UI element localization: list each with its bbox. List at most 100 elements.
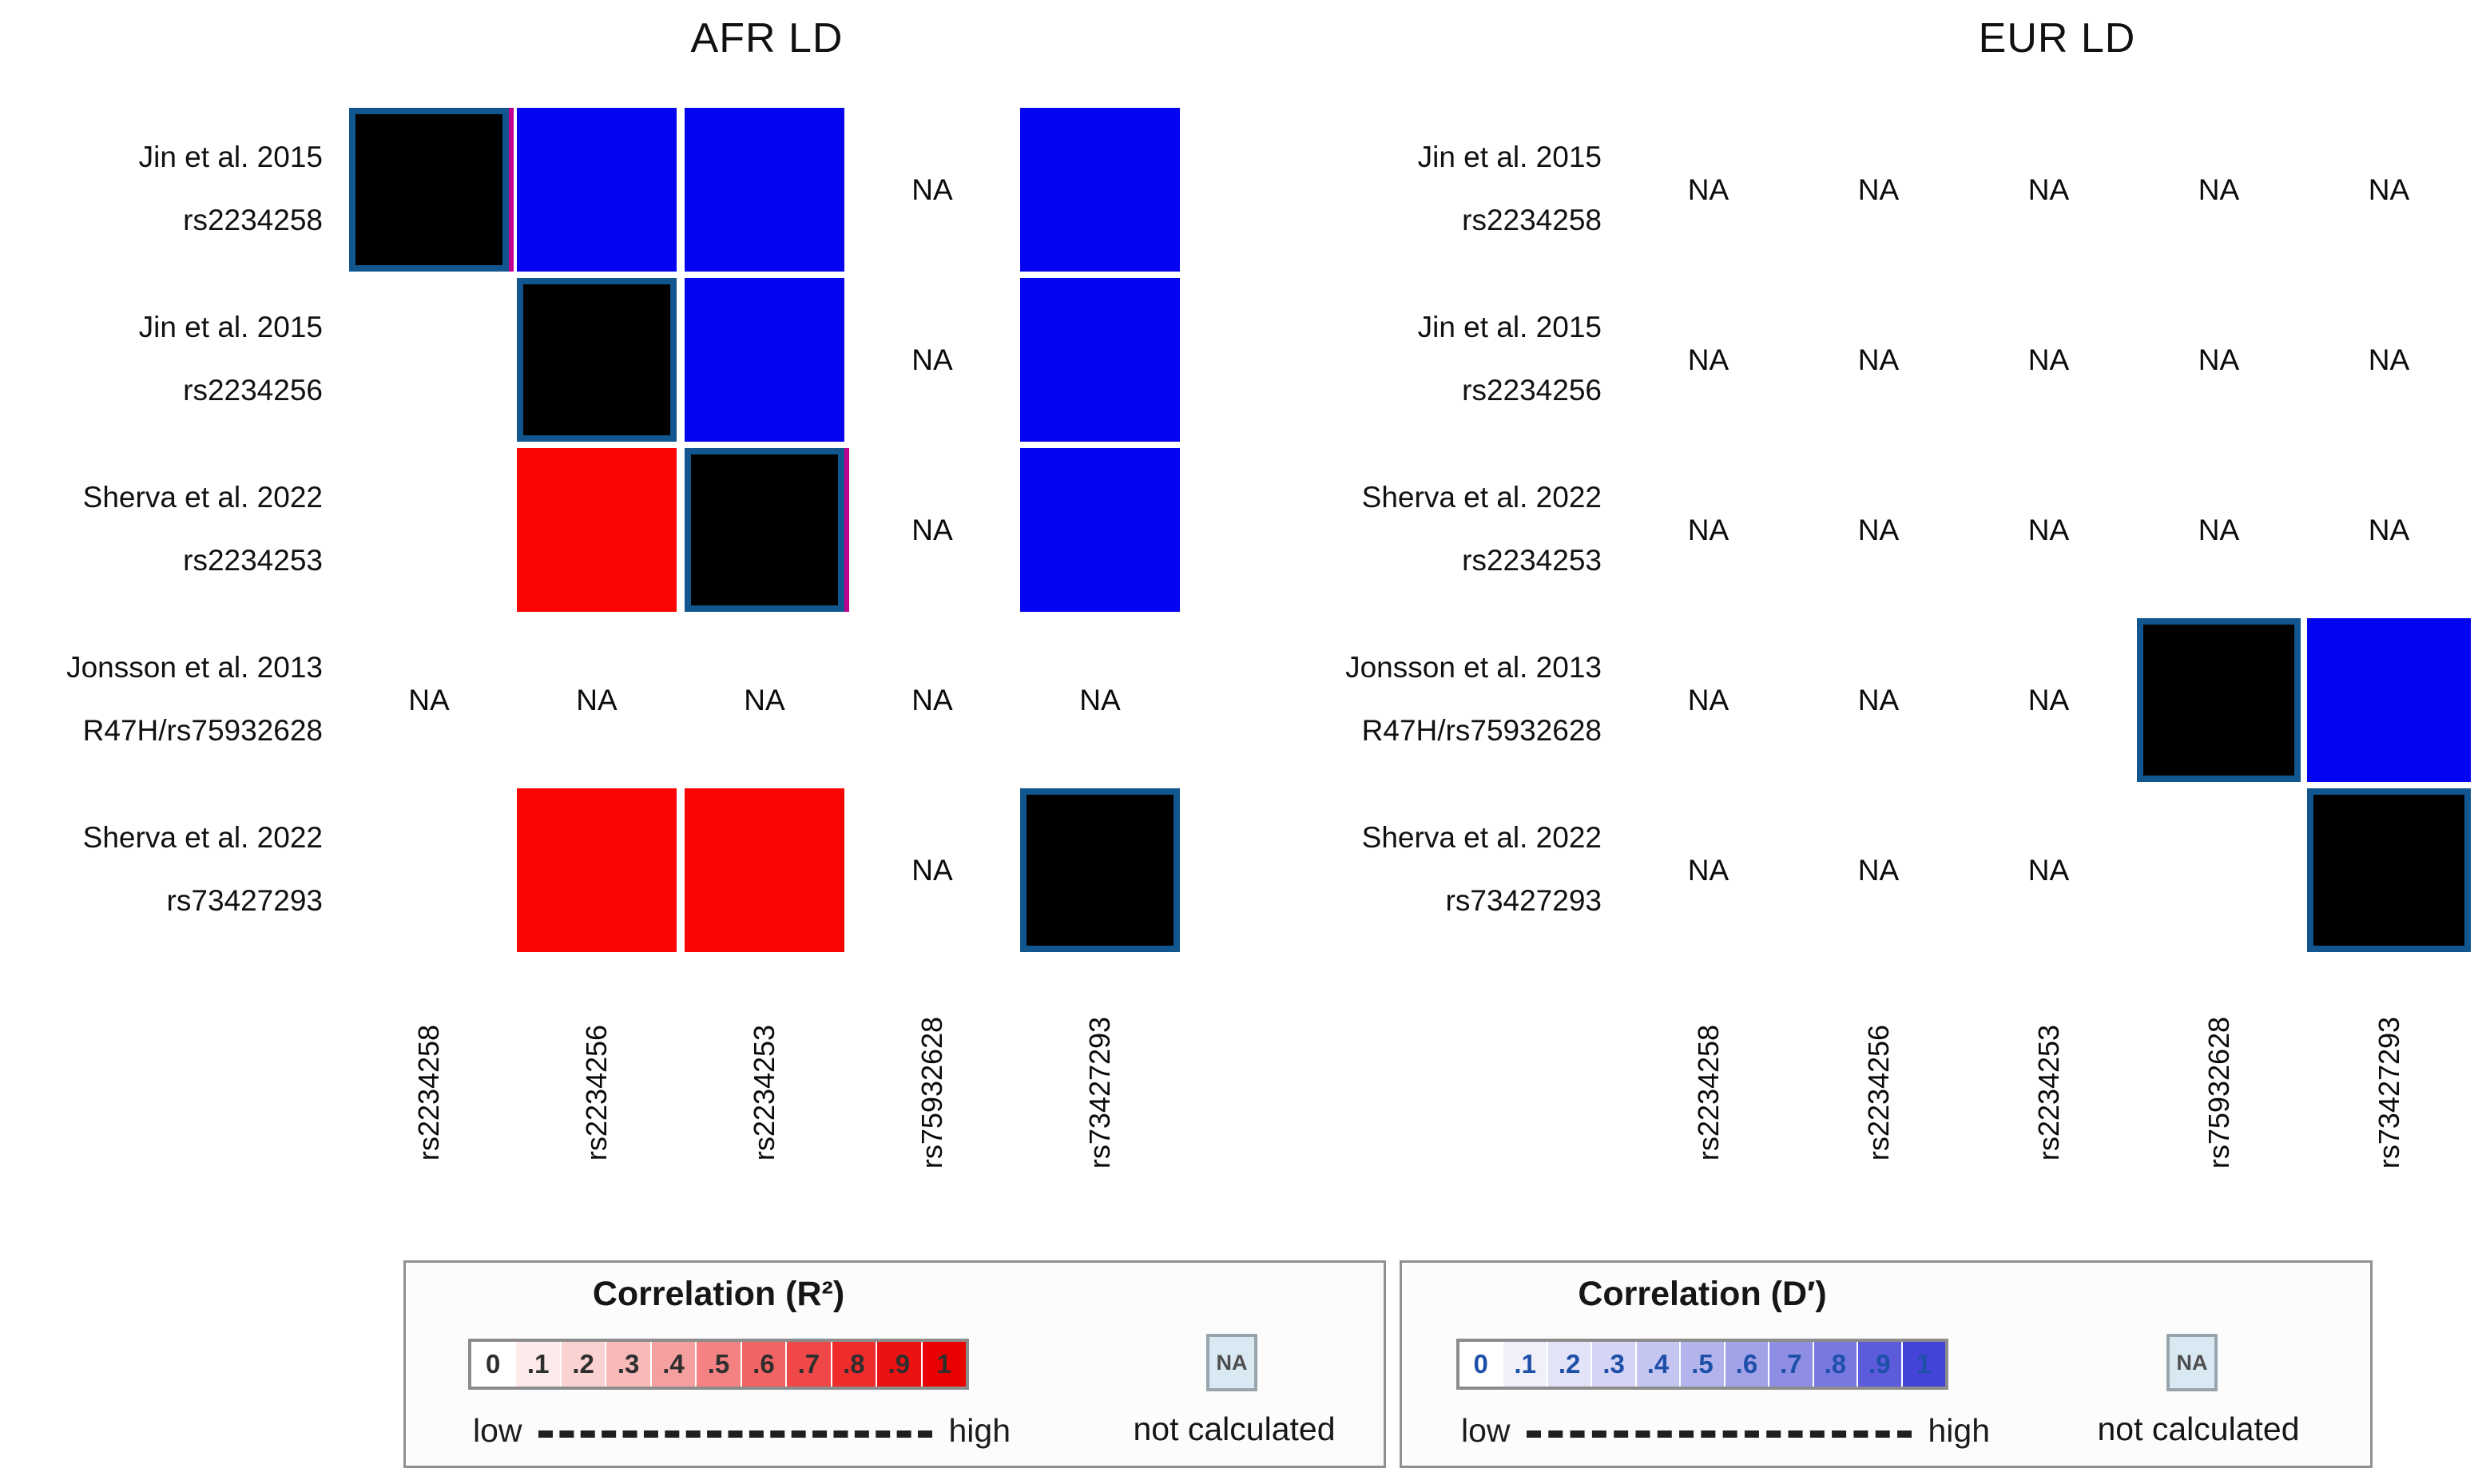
row-label-study: Jonsson et al. 2013	[66, 651, 323, 684]
legend-scale-cell-r2-5: .5	[697, 1342, 741, 1387]
legend-scale-cell-r2-10: 1	[922, 1342, 966, 1387]
eur-cell-r1c4-na: NA	[2198, 173, 2240, 206]
afr-cell-r5c4-na: NA	[911, 853, 953, 887]
row-label-afr-5: Sherva et al. 2022 rs73427293	[0, 806, 323, 932]
legend-scale-dprime: 0.1.2.3.4.5.6.7.8.9 1	[1456, 1339, 1948, 1390]
afr-cell-r1c5-dprime-high	[1020, 108, 1180, 272]
legend-scale-cell-dprime-0: 0	[1459, 1342, 1503, 1387]
col-label-afr-2: rs2234256	[580, 1024, 613, 1161]
row-label-study: Jin et al. 2015	[1417, 311, 1602, 343]
row-label-study: Sherva et al. 2022	[1361, 821, 1602, 854]
eur-cell-r3c2-na: NA	[1857, 513, 1900, 546]
legend-scale-cell-dprime-4: .4	[1636, 1342, 1680, 1387]
legend-lowhigh-dprime: low high	[1461, 1407, 1990, 1454]
col-label-afr-4: rs75932628	[915, 1016, 948, 1169]
legend-title-r2: Correlation (R²)	[592, 1275, 845, 1313]
eur-cell-r2c2-na: NA	[1857, 343, 1900, 376]
legend-scale-cell-dprime-1: .1	[1503, 1342, 1547, 1387]
legend-scale-cell-r2-2: .2	[561, 1342, 606, 1387]
row-label-snp: rs2234253	[1462, 544, 1602, 577]
eur-cell-r3c1-na: NA	[1687, 513, 1729, 546]
afr-cell-r5c3-r2-high	[685, 788, 844, 952]
row-label-study: Jonsson et al. 2013	[1345, 651, 1602, 684]
legend-scale-cell-dprime-9: .9	[1858, 1342, 1901, 1387]
afr-cell-r1c1-magenta-accent	[509, 108, 514, 272]
panel-title-eur: EUR LD	[1978, 15, 2136, 62]
legend-low-label: low	[1461, 1411, 1511, 1449]
eur-cell-r3c4-na: NA	[2198, 513, 2240, 546]
row-label-study: Sherva et al. 2022	[82, 481, 323, 514]
legend-scale-cell-dprime-6: .6	[1725, 1342, 1769, 1387]
eur-cell-r1c1-na: NA	[1687, 173, 1729, 206]
legend-dash-line	[1526, 1430, 1912, 1438]
legend-scale-cell-dprime-10: 1	[1902, 1342, 1945, 1387]
eur-cell-r5c2-na: NA	[1857, 853, 1900, 887]
row-label-study: Jin et al. 2015	[1417, 141, 1602, 173]
legend-high-label: high	[948, 1411, 1011, 1449]
col-label-afr-5: rs73427293	[1083, 1016, 1116, 1169]
legend-scale-cell-r2-9: .9	[877, 1342, 921, 1387]
row-label-snp: R47H/rs75932628	[1361, 714, 1602, 747]
afr-cell-r5c2-r2-high	[517, 788, 677, 952]
afr-cell-r1c1-diagonal	[349, 108, 509, 272]
legend-note-r2: not calculated	[1133, 1411, 1336, 1447]
row-label-eur-2: Jin et al. 2015 rs2234256	[1074, 296, 1602, 422]
col-label-eur-4: rs75932628	[2202, 1016, 2235, 1169]
afr-cell-r4c2-na: NA	[576, 683, 618, 716]
row-label-snp: rs2234256	[1462, 374, 1602, 407]
row-label-eur-3: Sherva et al. 2022 rs2234253	[1074, 466, 1602, 592]
eur-cell-r4c2-na: NA	[1857, 683, 1900, 716]
panel-title-afr: AFR LD	[690, 15, 844, 62]
eur-cell-r2c4-na: NA	[2198, 343, 2240, 376]
row-label-snp: rs2234256	[183, 374, 323, 407]
col-label-afr-1: rs2234258	[412, 1024, 445, 1161]
eur-cell-r1c5-na: NA	[2368, 173, 2410, 206]
eur-cell-r5c5-diagonal	[2307, 788, 2471, 952]
afr-cell-r1c4-na: NA	[911, 173, 953, 206]
row-label-eur-1: Jin et al. 2015 rs2234258	[1074, 125, 1602, 252]
row-label-snp: R47H/rs75932628	[82, 714, 323, 747]
col-label-afr-3: rs2234253	[748, 1024, 780, 1161]
eur-cell-r1c2-na: NA	[1857, 173, 1900, 206]
eur-cell-r5c1-na: NA	[1687, 853, 1729, 887]
afr-cell-r1c3-dprime-high	[685, 108, 844, 272]
row-label-afr-2: Jin et al. 2015 rs2234256	[0, 296, 323, 422]
afr-cell-r4c3-na: NA	[744, 683, 785, 716]
legend-lowhigh-r2: low high	[473, 1407, 1011, 1454]
row-label-snp: rs2234253	[183, 544, 323, 577]
legend-scale-cell-r2-8: .8	[832, 1342, 876, 1387]
eur-cell-r4c4-diagonal	[2137, 618, 2301, 782]
row-label-afr-3: Sherva et al. 2022 rs2234253	[0, 466, 323, 592]
legend-scale-cell-dprime-5: .5	[1681, 1342, 1724, 1387]
eur-cell-r1c3-na: NA	[2027, 173, 2070, 206]
col-label-eur-5: rs73427293	[2372, 1016, 2405, 1169]
row-label-afr-1: Jin et al. 2015 rs2234258	[0, 125, 323, 252]
eur-cell-r4c3-na: NA	[2027, 683, 2070, 716]
col-label-eur-2: rs2234256	[1861, 1024, 1895, 1161]
afr-cell-r5c5-diagonal	[1020, 788, 1180, 952]
row-label-snp: rs73427293	[166, 884, 323, 917]
afr-cell-r3c3-magenta-accent	[844, 448, 849, 612]
legend-high-label: high	[1928, 1411, 1990, 1449]
afr-cell-r2c2-diagonal	[517, 278, 677, 442]
legend-scale-cell-r2-4: .4	[651, 1342, 696, 1387]
legend-scale-cell-dprime-2: .2	[1547, 1342, 1591, 1387]
row-label-study: Jin et al. 2015	[138, 141, 323, 173]
legend-scale-cell-r2-7: .7	[787, 1342, 831, 1387]
legend-low-label: low	[473, 1411, 522, 1449]
eur-cell-r5c3-na: NA	[2027, 853, 2070, 887]
row-label-study: Jin et al. 2015	[138, 311, 323, 343]
legend-scale-cell-dprime-8: .8	[1813, 1342, 1857, 1387]
afr-cell-r2c4-na: NA	[911, 343, 953, 376]
row-label-eur-4: Jonsson et al. 2013 R47H/rs75932628	[1074, 636, 1602, 762]
row-label-eur-5: Sherva et al. 2022 rs73427293	[1074, 806, 1602, 932]
col-label-eur-3: rs2234253	[2031, 1024, 2065, 1161]
eur-cell-r4c1-na: NA	[1687, 683, 1729, 716]
afr-cell-r2c3-dprime-high	[685, 278, 844, 442]
legend-dash-line	[538, 1430, 933, 1438]
legend-note-dprime: not calculated	[2097, 1411, 2300, 1447]
legend-scale-r2: 0.1.2.3.4.5.6.7.8.9 1	[468, 1339, 969, 1390]
afr-cell-r2c5-dprime-high	[1020, 278, 1180, 442]
row-label-snp: rs2234258	[183, 204, 323, 236]
